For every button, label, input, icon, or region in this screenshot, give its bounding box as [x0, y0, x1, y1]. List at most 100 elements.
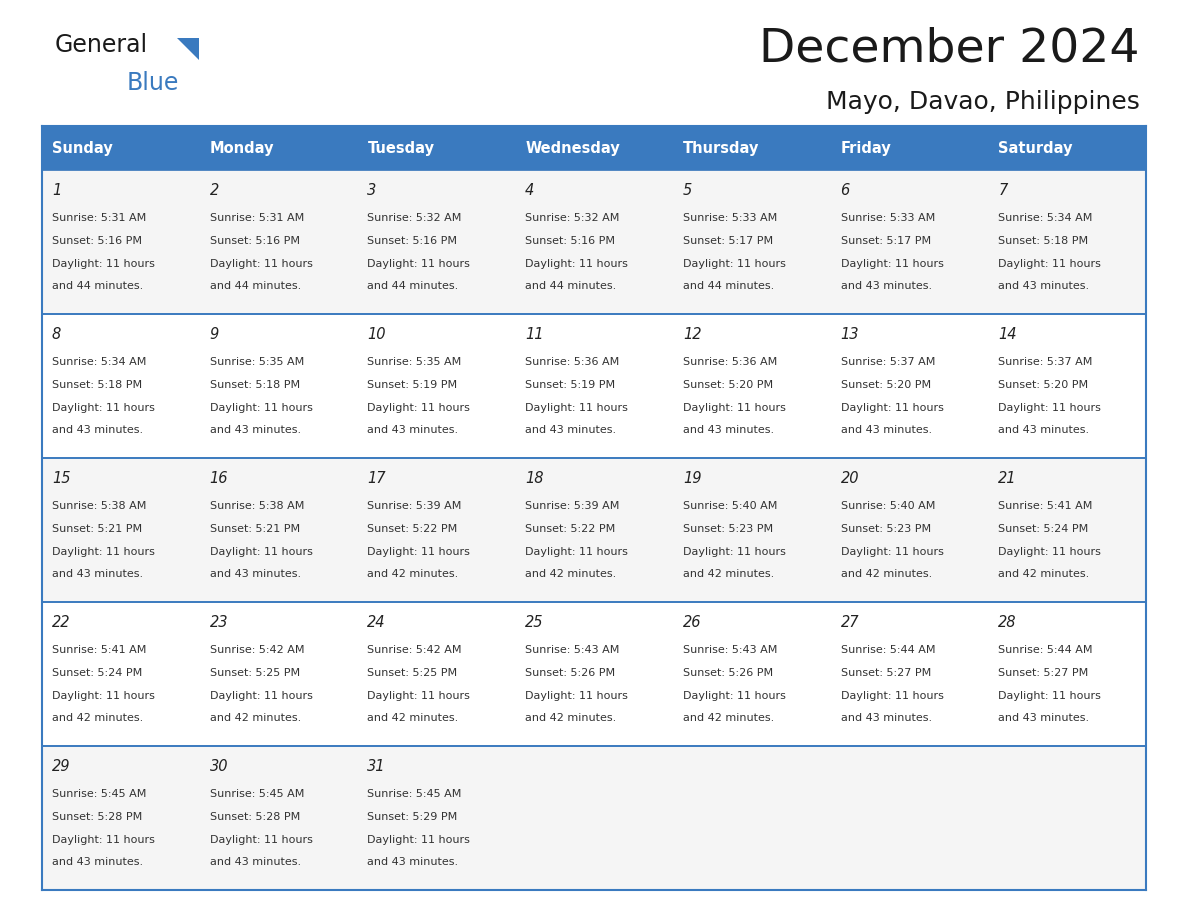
Text: Wednesday: Wednesday	[525, 140, 620, 155]
Text: and 44 minutes.: and 44 minutes.	[52, 281, 144, 291]
Text: and 42 minutes.: and 42 minutes.	[367, 569, 459, 579]
Text: Daylight: 11 hours: Daylight: 11 hours	[367, 691, 470, 701]
Text: Daylight: 11 hours: Daylight: 11 hours	[525, 547, 628, 557]
Text: Daylight: 11 hours: Daylight: 11 hours	[683, 547, 785, 557]
Text: and 43 minutes.: and 43 minutes.	[525, 425, 617, 435]
Text: Daylight: 11 hours: Daylight: 11 hours	[210, 403, 312, 413]
Text: Daylight: 11 hours: Daylight: 11 hours	[210, 259, 312, 269]
Text: and 43 minutes.: and 43 minutes.	[52, 569, 143, 579]
Text: and 43 minutes.: and 43 minutes.	[210, 857, 301, 867]
Text: Sunrise: 5:35 AM: Sunrise: 5:35 AM	[367, 357, 462, 367]
Text: Sunset: 5:16 PM: Sunset: 5:16 PM	[210, 236, 299, 246]
Text: Sunset: 5:18 PM: Sunset: 5:18 PM	[210, 380, 299, 390]
Text: Sunrise: 5:42 AM: Sunrise: 5:42 AM	[367, 645, 462, 655]
Bar	[516, 126, 672, 170]
Text: and 43 minutes.: and 43 minutes.	[841, 425, 931, 435]
Bar	[42, 170, 1146, 314]
Text: Sunrise: 5:38 AM: Sunrise: 5:38 AM	[210, 501, 304, 511]
Text: Sunset: 5:18 PM: Sunset: 5:18 PM	[52, 380, 143, 390]
Text: Daylight: 11 hours: Daylight: 11 hours	[525, 259, 628, 269]
Text: 9: 9	[210, 327, 219, 342]
Text: Daylight: 11 hours: Daylight: 11 hours	[367, 403, 470, 413]
Text: 14: 14	[998, 327, 1017, 342]
Text: 25: 25	[525, 615, 544, 630]
Text: Daylight: 11 hours: Daylight: 11 hours	[841, 259, 943, 269]
Text: Sunset: 5:16 PM: Sunset: 5:16 PM	[367, 236, 457, 246]
Text: Sunrise: 5:34 AM: Sunrise: 5:34 AM	[52, 357, 146, 367]
Text: Sunrise: 5:39 AM: Sunrise: 5:39 AM	[525, 501, 619, 511]
Text: and 43 minutes.: and 43 minutes.	[998, 281, 1089, 291]
Text: Tuesday: Tuesday	[367, 140, 435, 155]
Text: 16: 16	[210, 471, 228, 486]
Text: Sunset: 5:20 PM: Sunset: 5:20 PM	[683, 380, 773, 390]
Text: Sunrise: 5:39 AM: Sunrise: 5:39 AM	[367, 501, 462, 511]
Text: Sunset: 5:25 PM: Sunset: 5:25 PM	[210, 668, 299, 678]
Text: Sunrise: 5:35 AM: Sunrise: 5:35 AM	[210, 357, 304, 367]
Text: December 2024: December 2024	[759, 26, 1140, 71]
Text: 21: 21	[998, 471, 1017, 486]
Text: and 43 minutes.: and 43 minutes.	[367, 425, 459, 435]
Text: Daylight: 11 hours: Daylight: 11 hours	[683, 403, 785, 413]
Text: Sunrise: 5:31 AM: Sunrise: 5:31 AM	[52, 213, 146, 223]
Text: Monday: Monday	[210, 140, 274, 155]
Text: 29: 29	[52, 759, 70, 774]
Bar	[988, 126, 1146, 170]
Text: and 44 minutes.: and 44 minutes.	[525, 281, 617, 291]
Text: Sunrise: 5:43 AM: Sunrise: 5:43 AM	[525, 645, 619, 655]
Text: Sunrise: 5:32 AM: Sunrise: 5:32 AM	[525, 213, 619, 223]
Text: Sunset: 5:18 PM: Sunset: 5:18 PM	[998, 236, 1088, 246]
Text: Daylight: 11 hours: Daylight: 11 hours	[841, 547, 943, 557]
Bar	[200, 126, 358, 170]
Text: Daylight: 11 hours: Daylight: 11 hours	[841, 691, 943, 701]
Text: and 42 minutes.: and 42 minutes.	[525, 713, 617, 723]
Text: Sunset: 5:17 PM: Sunset: 5:17 PM	[683, 236, 773, 246]
Text: Sunrise: 5:45 AM: Sunrise: 5:45 AM	[210, 789, 304, 799]
Text: Daylight: 11 hours: Daylight: 11 hours	[525, 403, 628, 413]
Text: Sunrise: 5:37 AM: Sunrise: 5:37 AM	[841, 357, 935, 367]
Text: Mayo, Davao, Philippines: Mayo, Davao, Philippines	[826, 90, 1140, 114]
Text: 23: 23	[210, 615, 228, 630]
Text: 26: 26	[683, 615, 701, 630]
Text: Daylight: 11 hours: Daylight: 11 hours	[367, 835, 470, 845]
Text: Sunday: Sunday	[52, 140, 113, 155]
Text: Sunset: 5:19 PM: Sunset: 5:19 PM	[367, 380, 457, 390]
Text: Sunrise: 5:45 AM: Sunrise: 5:45 AM	[367, 789, 462, 799]
Text: Sunset: 5:20 PM: Sunset: 5:20 PM	[998, 380, 1088, 390]
Text: Sunrise: 5:32 AM: Sunrise: 5:32 AM	[367, 213, 462, 223]
Text: Sunset: 5:26 PM: Sunset: 5:26 PM	[525, 668, 615, 678]
Text: Sunset: 5:27 PM: Sunset: 5:27 PM	[998, 668, 1088, 678]
Text: 11: 11	[525, 327, 544, 342]
Text: Thursday: Thursday	[683, 140, 759, 155]
Text: Sunrise: 5:41 AM: Sunrise: 5:41 AM	[52, 645, 146, 655]
Text: 27: 27	[841, 615, 859, 630]
Text: Sunset: 5:28 PM: Sunset: 5:28 PM	[52, 812, 143, 822]
Text: Daylight: 11 hours: Daylight: 11 hours	[841, 403, 943, 413]
Text: and 44 minutes.: and 44 minutes.	[367, 281, 459, 291]
Text: Sunset: 5:23 PM: Sunset: 5:23 PM	[841, 524, 930, 534]
Text: and 42 minutes.: and 42 minutes.	[52, 713, 144, 723]
Text: Sunset: 5:23 PM: Sunset: 5:23 PM	[683, 524, 773, 534]
Text: Sunset: 5:27 PM: Sunset: 5:27 PM	[841, 668, 931, 678]
Text: Sunset: 5:29 PM: Sunset: 5:29 PM	[367, 812, 457, 822]
Text: Sunset: 5:17 PM: Sunset: 5:17 PM	[841, 236, 930, 246]
Text: Sunrise: 5:36 AM: Sunrise: 5:36 AM	[525, 357, 619, 367]
Text: Daylight: 11 hours: Daylight: 11 hours	[998, 691, 1101, 701]
Text: Saturday: Saturday	[998, 140, 1073, 155]
Text: Sunset: 5:28 PM: Sunset: 5:28 PM	[210, 812, 299, 822]
Text: Sunrise: 5:44 AM: Sunrise: 5:44 AM	[998, 645, 1093, 655]
Text: Sunset: 5:24 PM: Sunset: 5:24 PM	[52, 668, 143, 678]
Text: and 42 minutes.: and 42 minutes.	[683, 713, 775, 723]
Text: 22: 22	[52, 615, 70, 630]
Text: and 43 minutes.: and 43 minutes.	[52, 425, 143, 435]
Text: 20: 20	[841, 471, 859, 486]
Text: Daylight: 11 hours: Daylight: 11 hours	[683, 259, 785, 269]
Text: Sunset: 5:22 PM: Sunset: 5:22 PM	[367, 524, 457, 534]
Text: Daylight: 11 hours: Daylight: 11 hours	[683, 691, 785, 701]
Text: 5: 5	[683, 183, 693, 198]
Text: and 42 minutes.: and 42 minutes.	[998, 569, 1089, 579]
Text: 2: 2	[210, 183, 219, 198]
Bar	[830, 126, 988, 170]
Text: Sunrise: 5:34 AM: Sunrise: 5:34 AM	[998, 213, 1093, 223]
Text: Daylight: 11 hours: Daylight: 11 hours	[998, 547, 1101, 557]
Text: and 43 minutes.: and 43 minutes.	[841, 713, 931, 723]
